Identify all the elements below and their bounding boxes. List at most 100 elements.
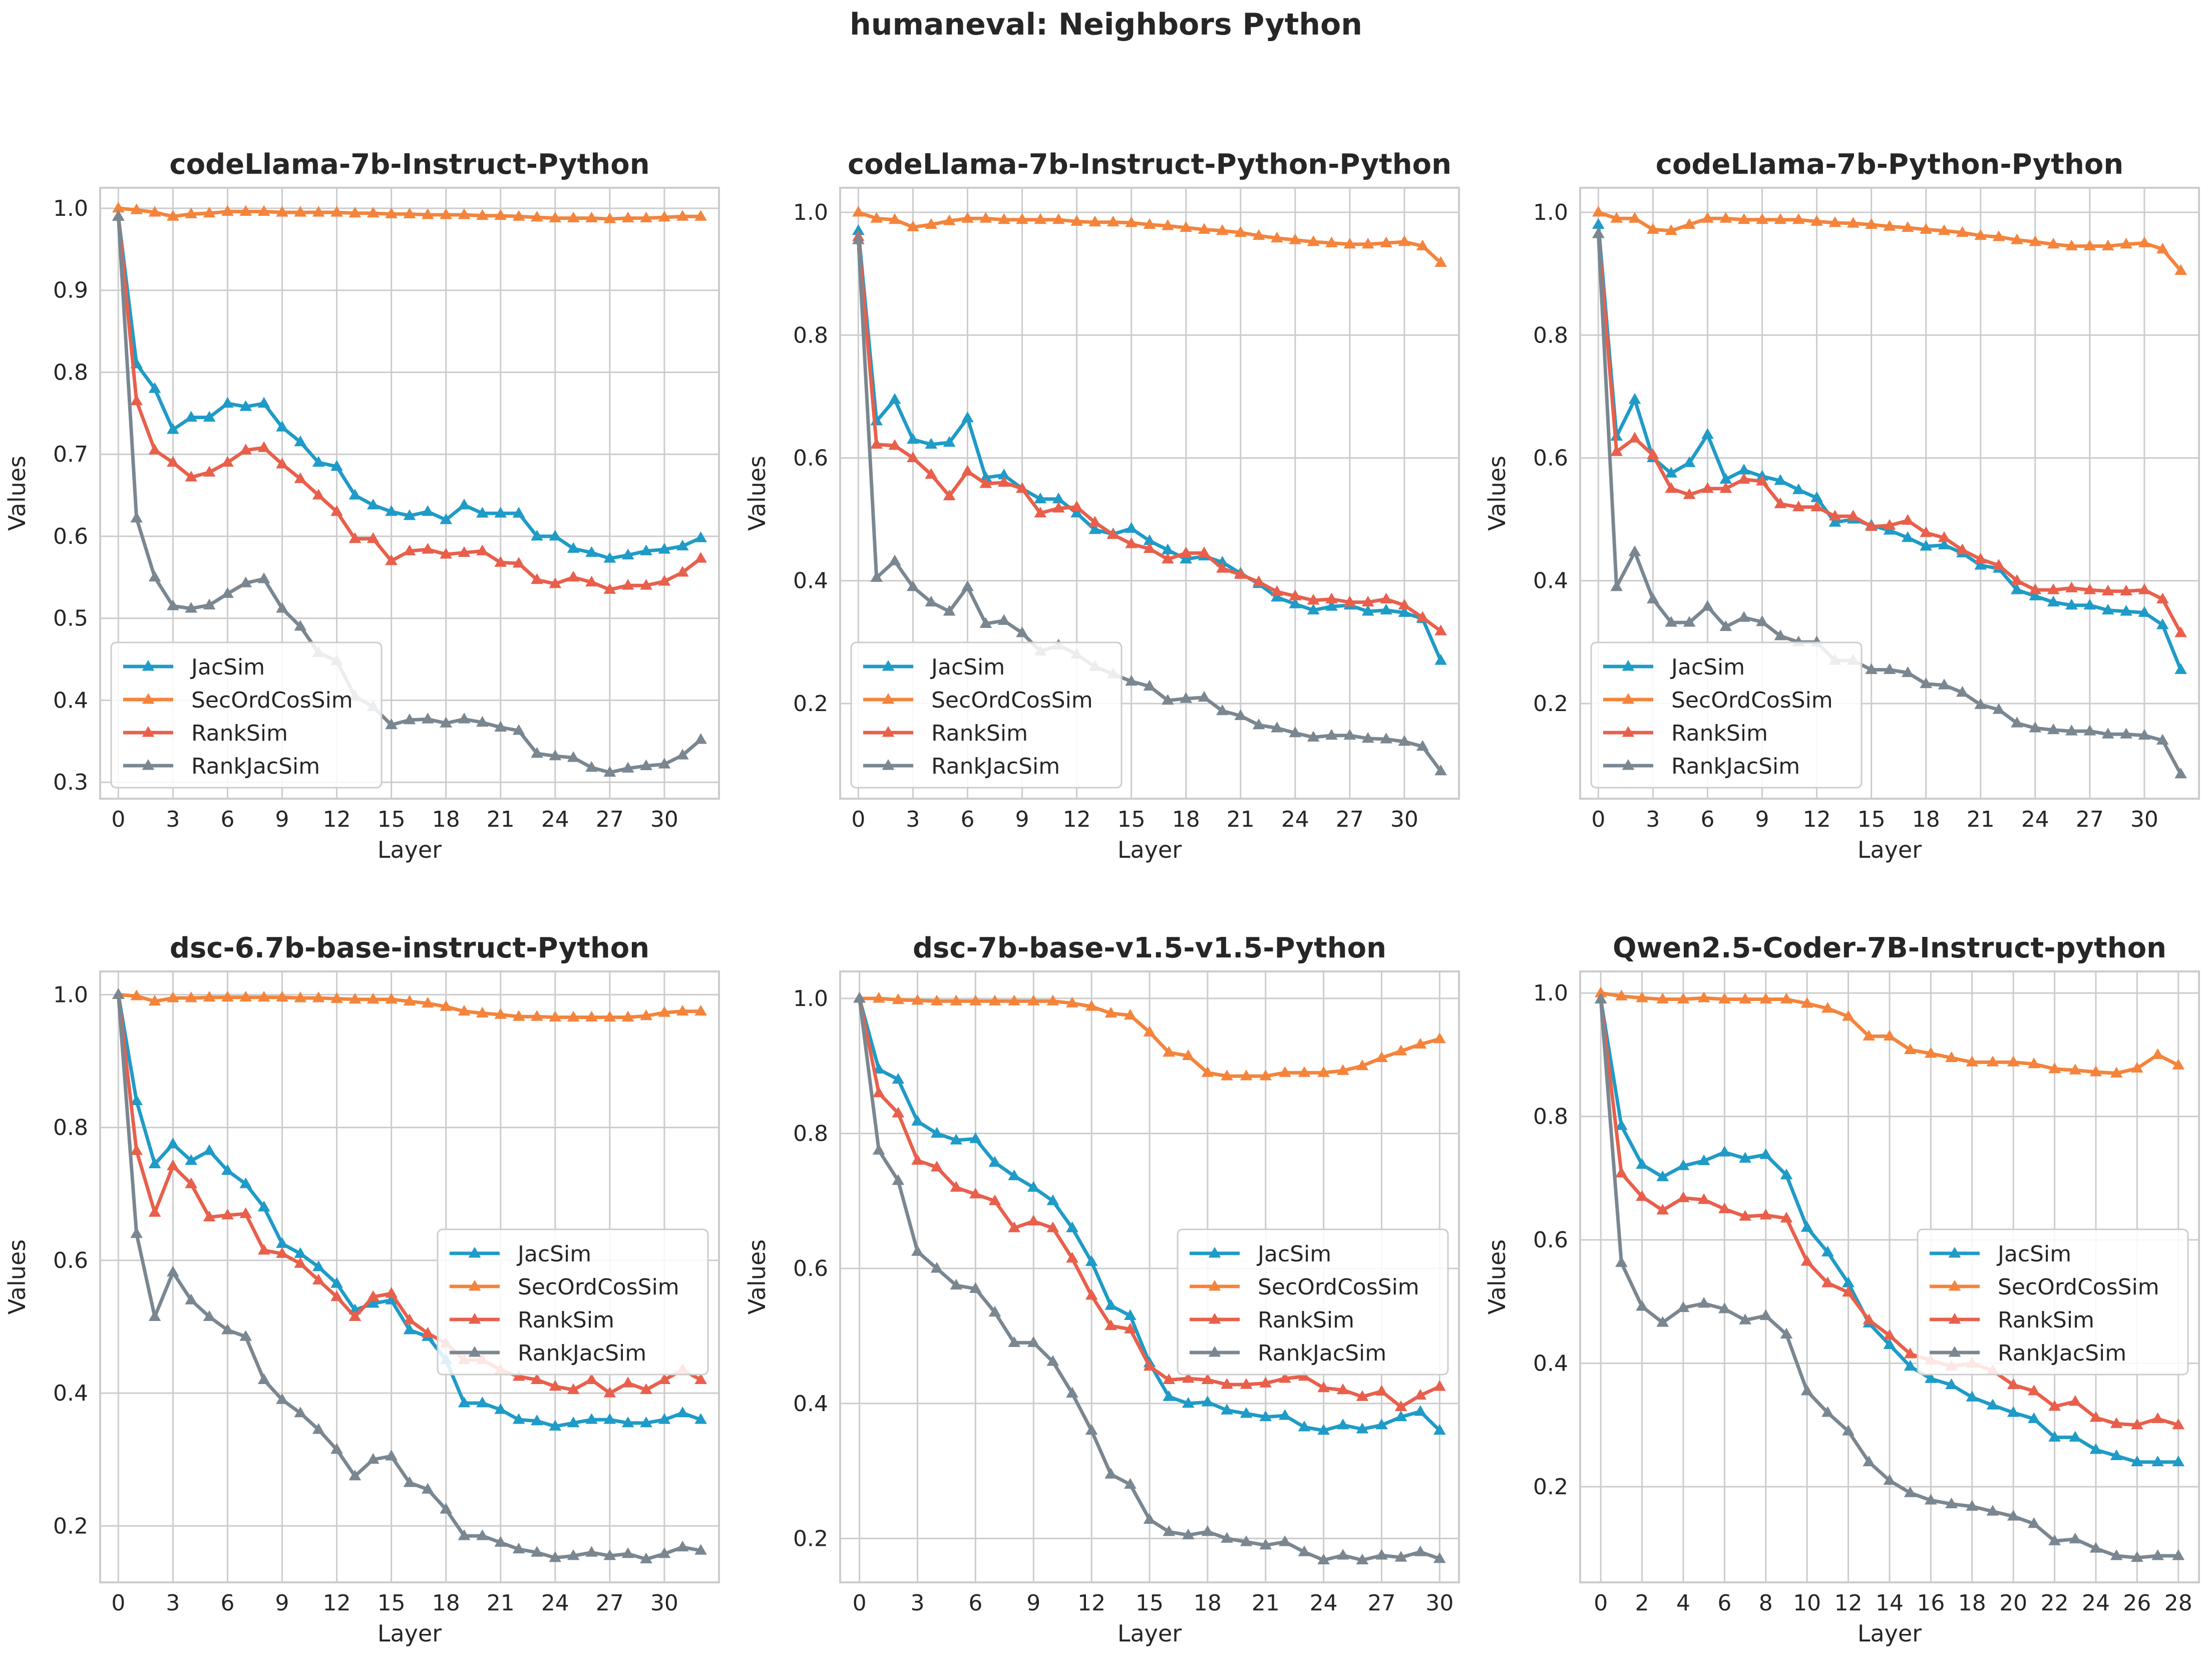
data-point: [2172, 1059, 2185, 1070]
data-point: [2083, 598, 2096, 610]
data-point: [567, 570, 580, 582]
data-point: [1163, 1373, 1175, 1385]
data-point: [2007, 1056, 2020, 1067]
data-point: [2138, 606, 2151, 617]
legend-marker: [1208, 1247, 1221, 1258]
data-point: [2047, 583, 2060, 594]
x-tick-label: 9: [1015, 807, 1029, 832]
series-RankJacSim: [1592, 227, 2187, 779]
legend-label: RankJacSim: [1671, 754, 1800, 779]
data-point: [979, 471, 992, 482]
data-point: [257, 205, 270, 216]
data-point: [2028, 1517, 2040, 1528]
y-axis-label: Values: [4, 456, 31, 531]
data-point: [1361, 595, 1374, 607]
data-point: [997, 468, 1010, 480]
data-point: [1665, 616, 1678, 627]
series-line: [1596, 224, 2182, 671]
data-point: [276, 990, 288, 1002]
data-point: [422, 208, 434, 219]
data-point: [294, 206, 307, 217]
data-point: [1414, 1545, 1427, 1556]
data-point: [512, 724, 525, 735]
data-point: [969, 1132, 982, 1143]
data-point: [1052, 502, 1065, 513]
data-point: [1592, 218, 1605, 229]
data-point: [494, 1403, 507, 1414]
legend: JacSim SecOrdCosSim RankSim RankJacSim: [850, 641, 1123, 789]
data-point: [1163, 1046, 1175, 1057]
data-point: [1647, 448, 1659, 459]
data-point: [167, 991, 179, 1003]
data-point: [694, 210, 707, 221]
data-point: [312, 991, 325, 1003]
data-point: [385, 207, 398, 218]
data-point: [348, 992, 361, 1004]
data-point: [603, 212, 616, 223]
data-point: [2029, 583, 2042, 594]
data-point: [1216, 704, 1229, 716]
x-tick-label: 15: [1118, 807, 1146, 832]
data-point: [1289, 589, 1302, 600]
data-point: [1027, 1214, 1040, 1226]
data-point: [1737, 473, 1750, 484]
data-point: [1027, 994, 1040, 1006]
legend-marker: [468, 1247, 481, 1258]
data-point: [531, 529, 543, 541]
data-point: [1394, 1045, 1407, 1056]
y-tick-label: 1.0: [1533, 980, 1568, 1006]
data-point: [385, 1287, 398, 1298]
data-point: [167, 423, 179, 434]
data-point: [1240, 1535, 1253, 1546]
data-point: [185, 207, 198, 218]
data-point: [658, 1006, 671, 1017]
x-axis-label: Layer: [1118, 1620, 1182, 1647]
data-point: [422, 713, 434, 724]
data-point: [930, 1160, 943, 1172]
legend-marker: [468, 1313, 481, 1324]
data-point: [892, 993, 905, 1005]
legend-label: JacSim: [1256, 1241, 1331, 1267]
data-point: [422, 996, 434, 1008]
data-point: [1317, 1424, 1330, 1435]
data-point: [2089, 1411, 2102, 1422]
data-point: [1356, 1390, 1369, 1401]
data-point: [1182, 1397, 1195, 1408]
data-point: [911, 993, 924, 1005]
data-point: [1433, 1380, 1446, 1391]
data-point: [2011, 233, 2023, 244]
data-point: [312, 1260, 325, 1271]
chart-panel-1: 0 3 6 9 12 15 18 21 24 27 30 0.3 0.4 0.5 0.6 0.7 0.8 0.9 1…: [4, 148, 720, 863]
data-point: [1701, 212, 1714, 223]
data-point: [185, 1293, 198, 1304]
data-point: [950, 1181, 963, 1192]
data-point: [1902, 514, 1914, 525]
data-point: [1085, 1000, 1098, 1011]
data-point: [1737, 611, 1750, 622]
legend-marker: [1948, 1313, 1961, 1324]
data-point: [239, 1177, 252, 1188]
x-tick-label: 24: [541, 807, 569, 832]
data-point: [1052, 492, 1065, 504]
data-point: [1162, 543, 1174, 554]
data-point: [221, 1208, 234, 1220]
data-point: [1016, 213, 1028, 224]
y-axis-label: Values: [744, 1239, 771, 1314]
data-point: [1434, 654, 1447, 665]
data-point: [888, 439, 901, 450]
data-point: [2110, 1549, 2123, 1560]
data-point: [148, 1157, 161, 1169]
data-point: [603, 1387, 616, 1398]
x-tick-label: 6: [968, 1590, 982, 1616]
data-point: [1380, 733, 1392, 744]
legend-label: SecOrdCosSim: [1258, 1274, 1419, 1300]
data-point: [203, 206, 216, 218]
x-tick-label: 28: [2164, 1590, 2192, 1616]
data-point: [385, 1293, 398, 1304]
data-point: [203, 411, 216, 422]
data-point: [148, 1310, 161, 1321]
legend-item-SecOrdCosSim: SecOrdCosSim: [1190, 1274, 1419, 1300]
data-point: [458, 498, 471, 510]
data-point: [366, 206, 380, 218]
data-point: [1343, 729, 1356, 740]
